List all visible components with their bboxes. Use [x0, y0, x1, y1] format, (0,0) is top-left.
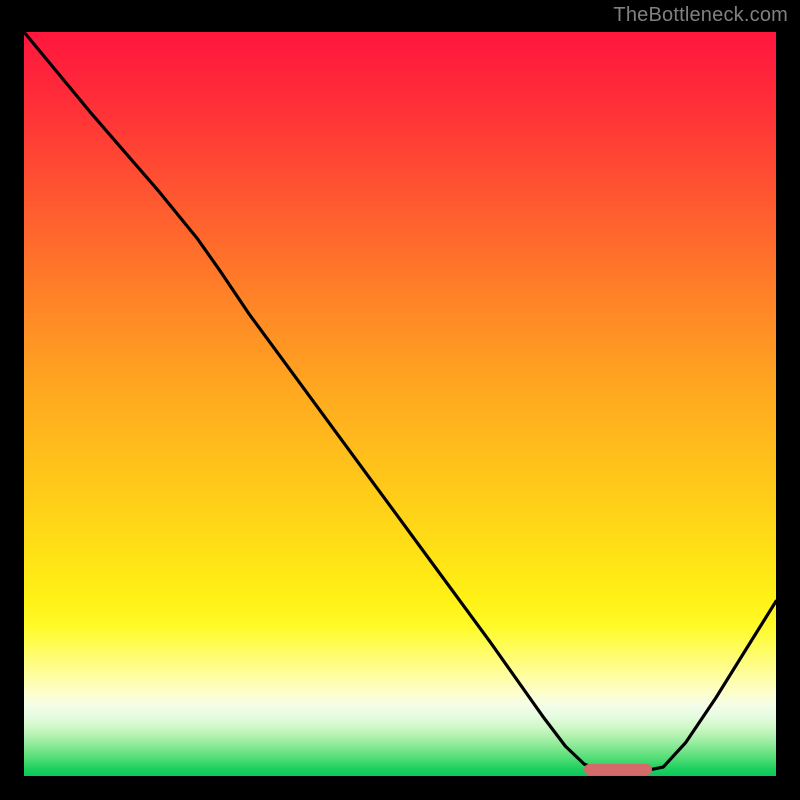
optimal-marker: [584, 764, 652, 776]
gradient-background: [24, 32, 776, 776]
chart-frame: [20, 28, 780, 780]
watermark-text: TheBottleneck.com: [613, 4, 788, 27]
